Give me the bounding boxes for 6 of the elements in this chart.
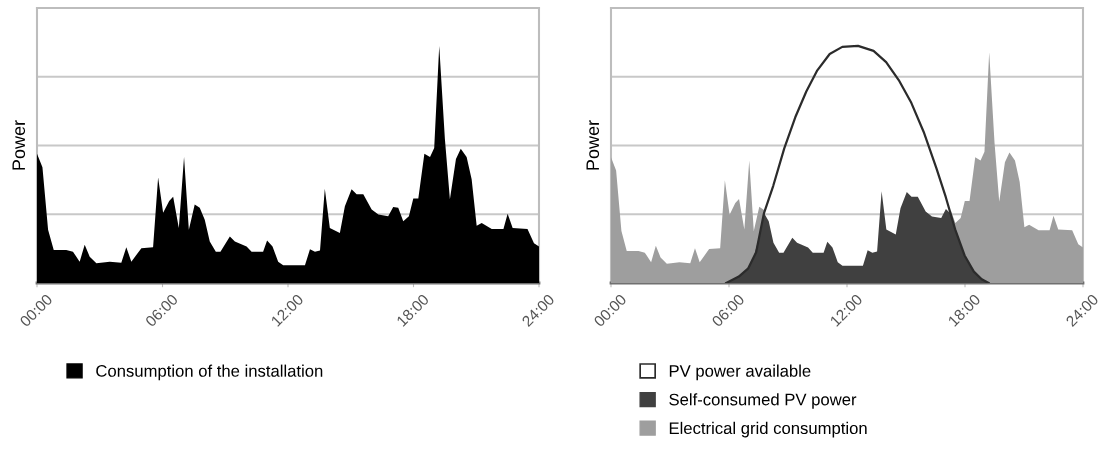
legend-label: Self-consumed PV power	[669, 393, 857, 409]
legend-label: PV power available	[669, 364, 811, 381]
y-axis-title: Power	[12, 120, 26, 170]
y-axis-title: Power	[586, 120, 600, 170]
legend-label: Consumption of the installation	[96, 364, 323, 381]
legend-label: Electrical grid consumption	[669, 421, 867, 438]
